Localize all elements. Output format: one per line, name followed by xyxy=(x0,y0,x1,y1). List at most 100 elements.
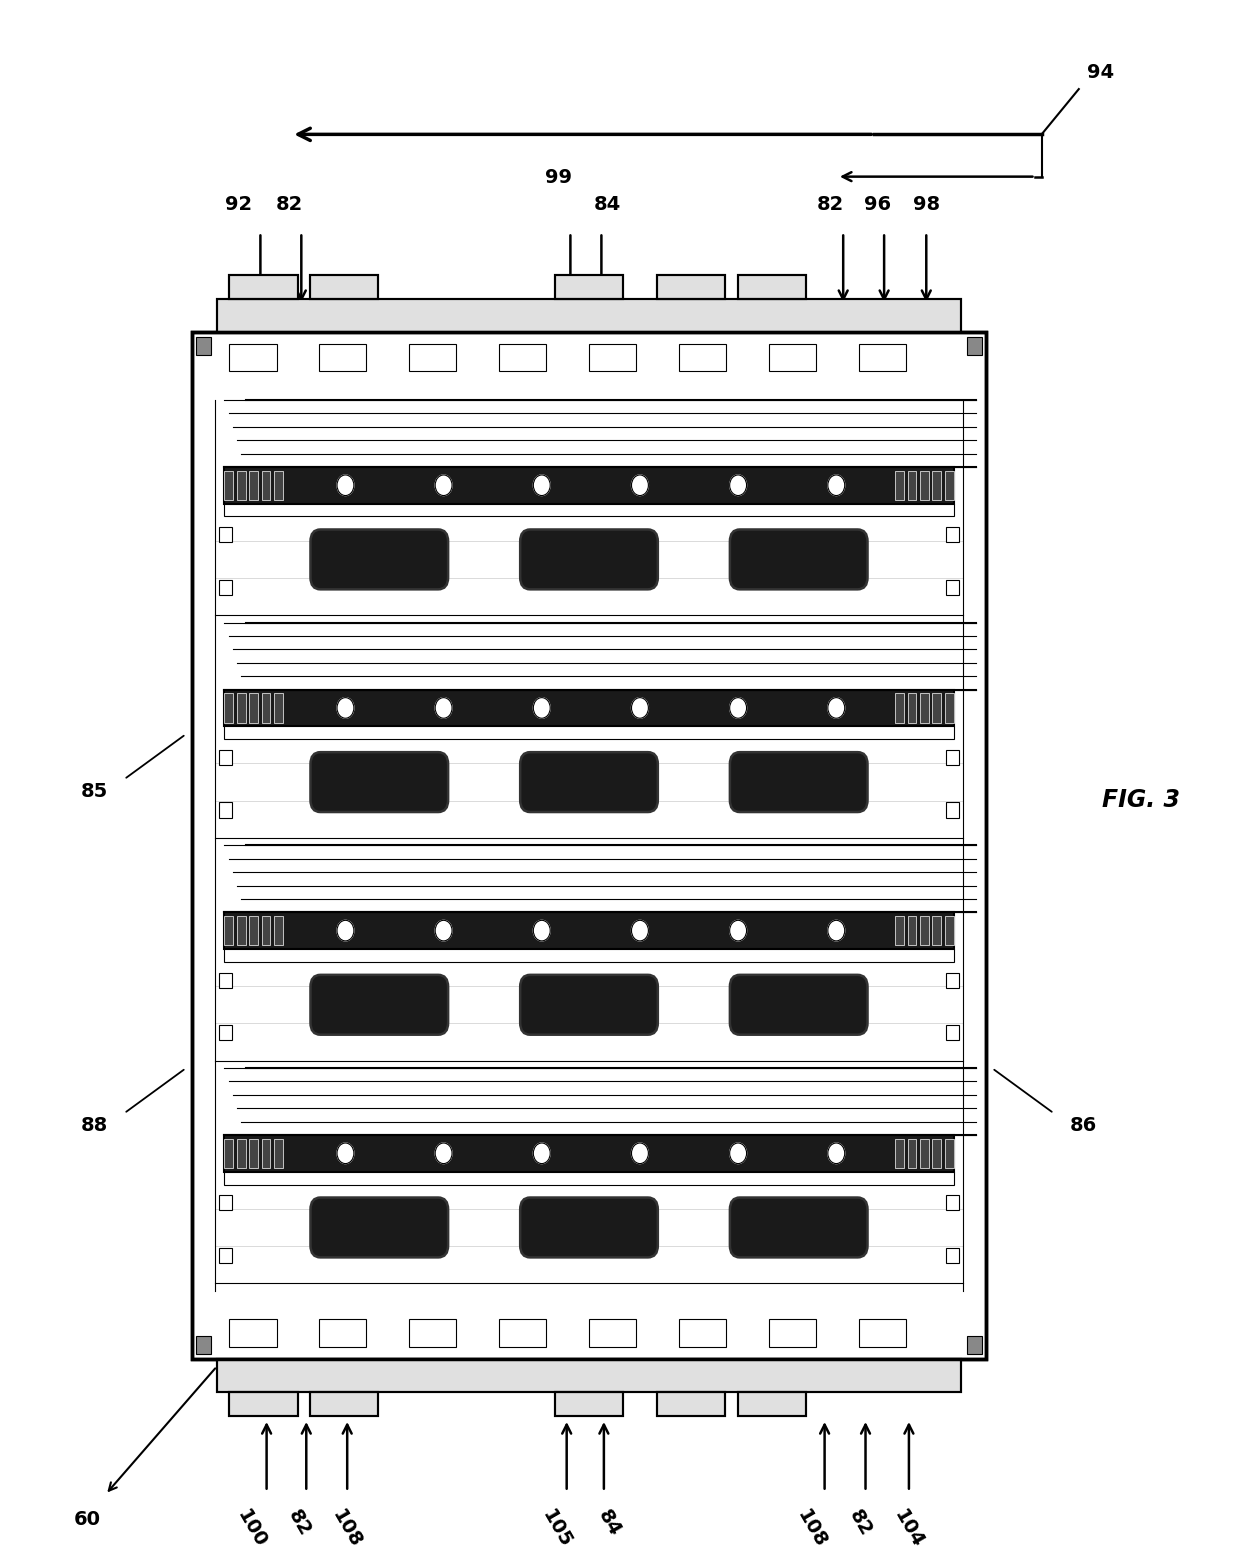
Bar xyxy=(249,470,258,500)
Bar xyxy=(229,1392,298,1415)
Text: 60: 60 xyxy=(73,1510,100,1529)
Circle shape xyxy=(828,698,844,719)
Circle shape xyxy=(631,475,649,495)
Bar xyxy=(224,694,233,723)
Bar xyxy=(219,580,232,594)
FancyBboxPatch shape xyxy=(310,529,448,590)
Bar xyxy=(217,300,961,332)
Bar xyxy=(229,275,298,300)
Circle shape xyxy=(729,698,746,719)
Bar xyxy=(229,1392,298,1415)
Circle shape xyxy=(533,1142,551,1164)
Text: 108: 108 xyxy=(794,1507,831,1552)
Bar xyxy=(946,973,959,987)
Bar xyxy=(224,1172,954,1184)
Bar xyxy=(192,332,986,1358)
Circle shape xyxy=(435,698,453,719)
Circle shape xyxy=(533,920,551,941)
Text: 84: 84 xyxy=(594,1507,624,1540)
Circle shape xyxy=(631,698,649,719)
FancyBboxPatch shape xyxy=(730,753,868,812)
FancyBboxPatch shape xyxy=(730,529,868,590)
Bar xyxy=(657,1392,725,1415)
Text: 86: 86 xyxy=(1070,1116,1097,1135)
Bar xyxy=(192,332,986,1358)
Bar xyxy=(219,528,232,542)
Bar xyxy=(680,345,727,371)
Circle shape xyxy=(337,1142,353,1164)
FancyBboxPatch shape xyxy=(521,753,658,812)
Bar xyxy=(219,973,232,987)
Bar xyxy=(310,1392,378,1415)
Bar xyxy=(946,802,959,818)
Bar xyxy=(262,916,270,945)
Bar xyxy=(196,337,211,355)
Polygon shape xyxy=(224,846,976,913)
Bar xyxy=(274,916,283,945)
Circle shape xyxy=(828,920,844,941)
Bar xyxy=(224,1135,954,1172)
Bar xyxy=(224,503,954,517)
Bar xyxy=(920,916,929,945)
Bar xyxy=(932,1139,941,1169)
Bar xyxy=(945,916,954,945)
Circle shape xyxy=(337,698,353,719)
FancyBboxPatch shape xyxy=(521,1198,658,1257)
Bar xyxy=(932,470,941,500)
Bar xyxy=(589,1319,636,1347)
Text: 98: 98 xyxy=(913,196,940,214)
Text: 105: 105 xyxy=(538,1507,575,1552)
Bar xyxy=(229,345,277,371)
Text: 94: 94 xyxy=(1087,62,1115,82)
Bar xyxy=(895,1139,904,1169)
Text: 96: 96 xyxy=(864,196,892,214)
Bar xyxy=(769,345,816,371)
Bar xyxy=(657,275,725,300)
Bar xyxy=(249,916,258,945)
Bar xyxy=(556,275,622,300)
Text: 82: 82 xyxy=(275,196,303,214)
Bar xyxy=(967,1336,982,1355)
Bar xyxy=(262,1139,270,1169)
Text: 82: 82 xyxy=(817,196,844,214)
FancyBboxPatch shape xyxy=(310,975,448,1035)
Bar xyxy=(932,694,941,723)
Text: 82: 82 xyxy=(846,1507,875,1540)
Bar xyxy=(224,1139,233,1169)
Circle shape xyxy=(729,1142,746,1164)
FancyBboxPatch shape xyxy=(521,975,658,1035)
Bar xyxy=(498,1319,546,1347)
Bar xyxy=(657,275,725,300)
Bar xyxy=(237,1139,246,1169)
Bar xyxy=(920,470,929,500)
Text: 82: 82 xyxy=(284,1507,314,1540)
Bar xyxy=(224,913,954,948)
Bar xyxy=(262,694,270,723)
Bar xyxy=(224,726,954,739)
Bar xyxy=(237,916,246,945)
Circle shape xyxy=(729,475,746,495)
Bar xyxy=(219,1026,232,1040)
Bar xyxy=(274,470,283,500)
Bar xyxy=(908,916,916,945)
Bar xyxy=(946,1248,959,1263)
Bar xyxy=(409,1319,456,1347)
Bar xyxy=(215,1172,963,1284)
Bar xyxy=(945,1139,954,1169)
Bar xyxy=(217,300,961,332)
Polygon shape xyxy=(224,622,976,689)
Circle shape xyxy=(828,475,844,495)
Bar xyxy=(589,345,636,371)
Bar xyxy=(498,345,546,371)
Text: 84: 84 xyxy=(594,196,621,214)
Polygon shape xyxy=(224,400,976,467)
Bar xyxy=(946,750,959,765)
Bar xyxy=(945,694,954,723)
Bar xyxy=(224,467,954,503)
Bar xyxy=(249,1139,258,1169)
Bar xyxy=(249,694,258,723)
Bar xyxy=(274,1139,283,1169)
Bar xyxy=(215,503,963,615)
Circle shape xyxy=(337,475,353,495)
Bar xyxy=(556,1392,622,1415)
